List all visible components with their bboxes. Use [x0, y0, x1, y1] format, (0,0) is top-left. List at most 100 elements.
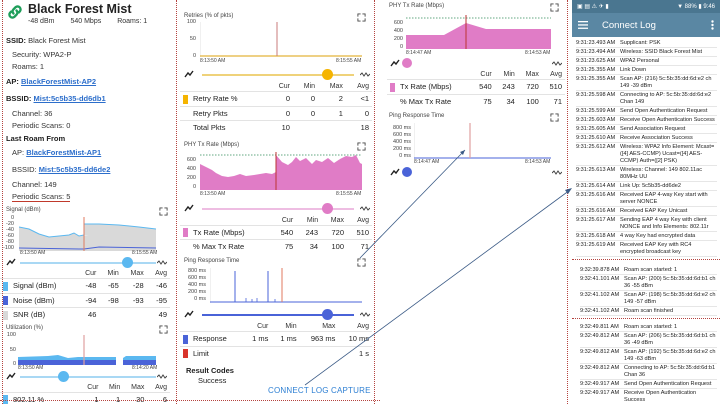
slider-knob[interactable]	[322, 202, 333, 214]
tear-edge	[567, 0, 569, 404]
ping-time-slider[interactable]	[180, 309, 372, 321]
log-entry: 9:32:49.917 AM Receive Open Authenticatio…	[580, 389, 717, 404]
utilization-plot	[18, 334, 156, 365]
tear-edge	[0, 400, 380, 402]
expand-icon[interactable]	[550, 112, 559, 122]
app-bar: Connect Log	[572, 13, 720, 37]
log-timestamp: 9:31:25.355 AM	[576, 75, 616, 82]
log-entry: 9:32:41.101 AM Scan AP: (200) 5c:5b:35:dd…	[580, 275, 717, 291]
log-message: Supplicant: PSK	[620, 39, 661, 46]
tx-rate-time-slider[interactable]	[180, 202, 372, 215]
table-row: 802.11 % 1 1 30 6	[0, 391, 170, 404]
slider-knob[interactable]	[322, 309, 333, 321]
security-value: Security: WPA2-P	[12, 50, 72, 59]
signal-chart-title: Signal (dBm)	[6, 207, 41, 213]
log-entry: 9:31:25.618 AM 4 way Key had encrypted da…	[576, 232, 717, 241]
expand-icon[interactable]	[357, 258, 366, 267]
slider-knob[interactable]	[402, 166, 412, 177]
retries-time-slider[interactable]	[180, 69, 372, 81]
last-channel-value: Channel: 149	[12, 180, 57, 189]
slider-knob[interactable]	[58, 370, 69, 382]
expand-icon[interactable]	[159, 207, 168, 216]
sparkline-icon[interactable]	[552, 59, 562, 68]
log-entry: 9:32:49.811 AM Roam scan started: 1	[580, 323, 717, 332]
last-bssid-row: BSSID: Mist:5c5b35-dd6de2	[0, 164, 170, 176]
log-message: Received EAP Key Unicast	[620, 207, 688, 214]
status-icons: ▣ ▤ ⚠ ✈ ▮	[577, 4, 609, 10]
zoom-ping-chart: Ping Response Time 800 ms 600 ms 400 ms …	[387, 113, 565, 165]
trend-icon	[390, 168, 400, 175]
sparkline-icon[interactable]	[360, 310, 370, 319]
slider-knob[interactable]	[122, 257, 133, 268]
retries-chart-title: Retries (% of pkts)	[184, 13, 234, 19]
log-message: Scan AP: (192) 5c:5b:35:dd:6d:e2 ch 149 …	[624, 348, 716, 362]
last-bssid-link[interactable]: Mist:5c5b35-dd6de2	[38, 165, 111, 174]
zoom-tx-rate-chart-title: PHY Tx Rate (Mbps)	[389, 3, 445, 9]
capture-button[interactable]: CAPTURE	[331, 386, 371, 395]
zoom-ping-time-slider[interactable]	[387, 166, 565, 179]
log-entry: 9:32:49.917 AM Send Open Authentication R…	[580, 380, 717, 389]
expand-icon[interactable]	[550, 3, 559, 12]
utilization-chart: Utilization (%) 100 50 0 8:13:50 AM 8:14…	[0, 324, 170, 371]
connect-log-button[interactable]: CONNECT LOG	[268, 386, 329, 395]
roam-count: Roams: 1	[117, 18, 148, 25]
log-entry: 9:31:25.355 AM Link Down	[576, 66, 717, 75]
trend-icon	[6, 258, 16, 266]
sparkline-icon[interactable]	[360, 204, 370, 213]
log-message: Link Down	[620, 66, 647, 73]
log-message: Send Open Authentication Request	[620, 107, 708, 114]
log-entry: 9:31:25.598 AM Connecting to AP: 5c:5b:35…	[576, 91, 717, 107]
log-entry: 9:31:25.605 AM Send Association Request	[576, 125, 717, 134]
log-timestamp: 9:31:25.616 AM	[576, 207, 616, 214]
signal-strength: -48 dBm	[28, 18, 55, 25]
ap-link[interactable]: BlackForestMist-AP2	[21, 77, 97, 86]
log-timestamp: 9:31:25.612 AM	[576, 143, 616, 150]
log-message: Connecting to AP: 5c:5b:35:dd:6d:b1 Chan…	[624, 364, 716, 378]
slider-knob[interactable]	[402, 58, 412, 68]
signal-time-slider[interactable]	[0, 257, 170, 269]
table-row: Noise (dBm) -94 -98 -93 -95	[0, 292, 170, 308]
ping-chart-title: Ping Response Time	[184, 258, 240, 265]
log-timestamp: 9:31:25.613 AM	[576, 166, 616, 173]
result-code-value: Success	[198, 376, 227, 386]
log-timestamp: 9:32:49.917 AM	[580, 380, 620, 387]
link-rate: 540 Mbps	[70, 18, 102, 25]
log-entry: 9:32:49.812 AM Scan AP: (192) 5c:5b:35:dd…	[580, 348, 717, 364]
expand-icon[interactable]	[357, 13, 366, 22]
trend-icon	[184, 70, 194, 78]
utilization-chart-title: Utilization (%)	[6, 324, 44, 331]
last-periodic-scans-value: Periodic Scans: 5	[12, 192, 71, 202]
log-message: Roam scan started: 1	[624, 323, 678, 330]
zoom-tx-time-slider[interactable]	[387, 58, 565, 70]
last-ap-link[interactable]: BlackForestMist-AP1	[26, 148, 102, 157]
more-options-icon[interactable]	[711, 20, 714, 30]
zoom-tx-rate-chart: PHY Tx Rate (Mbps) 600 400 200 0 8:14:47…	[387, 3, 565, 56]
table-row: Limit 1 s	[180, 345, 372, 361]
expand-icon[interactable]	[357, 141, 366, 151]
utilization-time-slider[interactable]	[0, 370, 170, 383]
ssid-row: SSID: Black Forest Mist	[0, 35, 170, 47]
log-timestamp: 9:32:49.812 AM	[580, 332, 620, 339]
log-list-a: 9:31:23.493 AM Supplicant: PSK 9:31:23.494…	[572, 37, 720, 257]
bssid-link[interactable]: Mist:5c5b35-dd6db1	[33, 94, 106, 103]
log-timestamp: 9:31:25.605 AM	[576, 125, 616, 132]
log-entry: 9:31:25.616 AM Received EAP 4-way Key sta…	[576, 191, 717, 207]
sparkline-icon[interactable]	[552, 168, 562, 177]
log-timestamp: 9:31:25.619 AM	[576, 241, 616, 248]
log-message: WPA2 Personal	[620, 57, 660, 64]
trend-icon	[184, 310, 194, 318]
sparkline-icon[interactable]	[360, 70, 370, 79]
log-message: Received EAP Key with RC4 encrypted broa…	[620, 241, 692, 255]
slider-knob[interactable]	[322, 69, 333, 80]
table-row: % Max Tx Rate 75 34 100 71	[387, 93, 565, 108]
expand-icon[interactable]	[159, 324, 168, 334]
zoom-tx-rate-plot	[406, 15, 551, 49]
log-entry: 9:31:23.625 AM WPA2 Personal	[576, 57, 717, 66]
menu-icon[interactable]	[578, 21, 588, 29]
sparkline-icon[interactable]	[157, 258, 167, 267]
sparkline-icon[interactable]	[157, 372, 167, 381]
log-message: Receive Open Authentication Success	[624, 389, 697, 403]
ssid-label: SSID:	[6, 36, 27, 45]
tear-edge	[2, 0, 4, 404]
